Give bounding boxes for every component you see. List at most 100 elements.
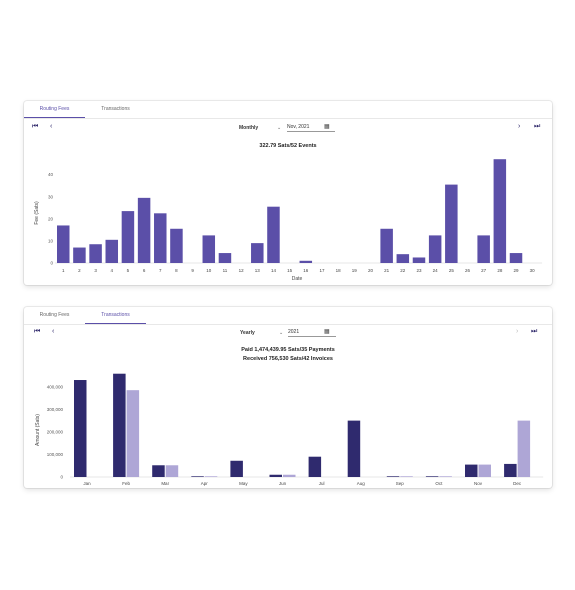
- period-select[interactable]: Monthly: [239, 125, 259, 131]
- bar: [396, 254, 410, 263]
- y-tick-label: 0: [60, 475, 63, 480]
- x-tick-label: 4: [111, 268, 114, 273]
- tab-bar: Routing Fees Transactions: [24, 307, 552, 325]
- chevron-left-icon[interactable]: ‹: [50, 123, 53, 130]
- period-select[interactable]: Yearly: [240, 330, 255, 336]
- y-tick-label: 100,000: [47, 452, 64, 457]
- skip-first-icon[interactable]: ⏮: [32, 123, 39, 130]
- x-tick-label: May: [239, 481, 248, 486]
- bar: [445, 184, 458, 263]
- bar: [121, 211, 135, 263]
- y-tick-label: 200,000: [47, 429, 64, 434]
- bar: [465, 464, 478, 477]
- x-tick-label: 22: [400, 268, 406, 273]
- bar: [493, 159, 507, 263]
- x-tick-label: 13: [255, 268, 261, 273]
- bar: [283, 474, 296, 477]
- x-tick-label: 25: [449, 268, 455, 273]
- bar: [170, 228, 183, 263]
- bar: [439, 476, 452, 477]
- x-tick-label: 24: [433, 268, 439, 273]
- bar: [425, 476, 439, 477]
- x-tick-label: 20: [368, 268, 374, 273]
- dropdown-caret-icon[interactable]: ⌄: [279, 330, 284, 336]
- y-axis-label: Amount (Sats): [35, 414, 41, 446]
- bar: [230, 460, 243, 477]
- x-tick-label: Jun: [279, 481, 287, 486]
- bar: [73, 247, 86, 263]
- x-tick-label: 18: [336, 268, 342, 273]
- y-tick-label: 0: [50, 261, 53, 266]
- bar: [204, 476, 218, 477]
- x-tick-label: 8: [175, 268, 178, 273]
- x-tick-label: Apr: [201, 481, 209, 486]
- transactions-chart: 0 100,000 200,000 300,000 400,000 Jan Feb Mar Ap…: [35, 373, 544, 486]
- paid-summary: Paid 1,474,439.95 Sats/35 Payments: [241, 347, 335, 353]
- tab-routing-fees[interactable]: Routing Fees: [39, 312, 70, 318]
- x-tick-label: 27: [481, 268, 487, 273]
- chevron-right-icon[interactable]: ›: [518, 123, 521, 130]
- bar: [126, 390, 140, 477]
- x-tick-label: 3: [94, 268, 97, 273]
- bar: [308, 456, 322, 477]
- x-tick-label: Sep: [396, 481, 405, 486]
- x-tick-label: 5: [127, 268, 130, 273]
- tab-bar: Routing Fees Transactions: [24, 101, 552, 119]
- transactions-card: Routing Fees Transactions ⏮ ‹ Yearly ⌄ 2…: [24, 307, 552, 488]
- x-tick-label: Dec: [513, 481, 522, 486]
- bar: [137, 197, 151, 263]
- x-tick-label: 6: [143, 268, 146, 273]
- calendar-icon[interactable]: ▦: [324, 329, 330, 335]
- x-tick-label: 23: [416, 268, 422, 273]
- x-tick-label: 30: [530, 268, 536, 273]
- x-tick-label: 10: [206, 268, 212, 273]
- chevron-left-icon[interactable]: ‹: [52, 328, 55, 335]
- x-tick-label: 14: [271, 268, 277, 273]
- x-tick-label: 12: [239, 268, 245, 273]
- bar: [165, 465, 179, 477]
- x-tick-label: Jul: [319, 481, 325, 486]
- x-tick-label: 17: [319, 268, 325, 273]
- bar: [478, 464, 491, 477]
- x-tick-label: 9: [191, 268, 194, 273]
- bar: [412, 257, 426, 263]
- bar: [202, 235, 216, 263]
- y-axis-label: Fee (Sats): [34, 201, 40, 225]
- y-tick-label: 40: [48, 172, 54, 177]
- bar: [428, 235, 442, 263]
- chevron-right-icon[interactable]: ›: [516, 328, 519, 335]
- bar: [74, 380, 87, 477]
- date-input[interactable]: 2021: [288, 328, 336, 337]
- bar: [400, 476, 413, 477]
- bar: [380, 228, 393, 263]
- x-axis-label: Date: [292, 276, 303, 282]
- bar: [152, 465, 165, 477]
- y-tick-label: 10: [48, 238, 54, 243]
- bar: [504, 463, 517, 477]
- skip-first-icon[interactable]: ⏮: [34, 328, 41, 335]
- bar: [269, 474, 282, 477]
- x-tick-label: 1: [62, 268, 65, 273]
- received-summary: Received 756,530 Sats/42 Invoices: [243, 356, 333, 362]
- tab-routing-fees[interactable]: Routing Fees: [24, 101, 85, 118]
- skip-last-icon[interactable]: ⏭: [531, 328, 538, 335]
- tab-transactions[interactable]: Transactions: [85, 307, 146, 324]
- bar: [509, 253, 523, 263]
- bar: [105, 239, 119, 263]
- x-tick-label: Mar: [161, 481, 169, 486]
- tab-transactions[interactable]: Transactions: [101, 106, 130, 112]
- x-tick-label: 11: [223, 268, 228, 273]
- bar: [267, 206, 280, 263]
- bar: [347, 420, 361, 477]
- x-tick-label: 2: [78, 268, 81, 273]
- y-tick-label: 400,000: [47, 384, 64, 389]
- bar: [218, 253, 232, 263]
- routing-summary: 322.79 Sats/52 Events: [259, 143, 317, 149]
- x-tick-label: Feb: [122, 481, 130, 486]
- skip-last-icon[interactable]: ⏭: [534, 123, 541, 130]
- calendar-icon[interactable]: ▦: [324, 124, 330, 130]
- dropdown-caret-icon[interactable]: ⌄: [277, 125, 282, 131]
- x-tick-label: 7: [159, 268, 162, 273]
- date-input[interactable]: Nov, 2021: [287, 123, 335, 132]
